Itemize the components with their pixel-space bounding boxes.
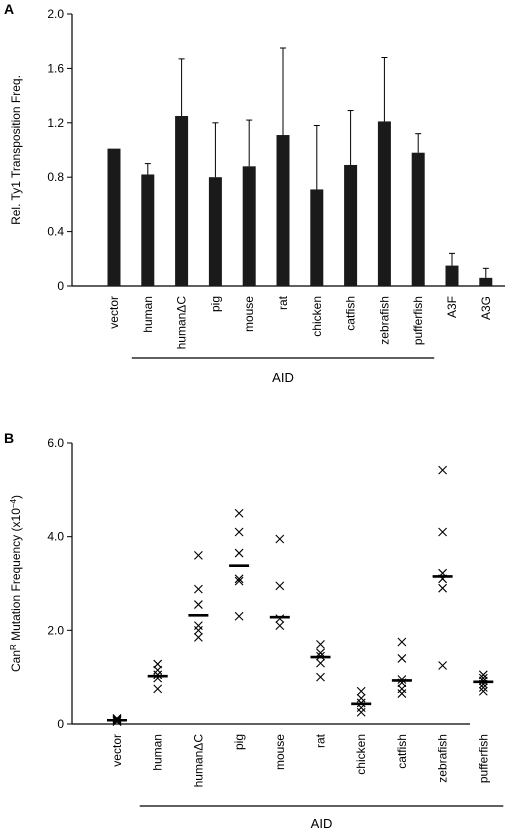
group-label: AID [311,816,333,831]
x-tick-label: A3F [445,296,459,318]
data-point-marker [438,527,447,537]
data-point-marker [234,508,244,518]
bar [107,148,121,286]
y-tick-label: 2.0 [47,7,64,21]
x-tick-label: A3G [479,296,493,320]
x-tick-label: humanΔC [175,296,189,350]
data-point-marker [356,707,366,717]
x-tick-label: pufferfish [411,296,425,345]
x-tick-label: catfish [344,296,358,331]
y-axis-label: CanR Mutation Frequency (x10−4) [9,495,24,672]
bar [344,164,358,286]
data-point-marker [356,693,366,703]
data-point-marker [438,661,447,670]
data-point-marker [438,583,447,593]
y-tick-label: 1.6 [47,61,64,75]
x-tick-label: humanΔC [191,734,205,788]
x-tick-label: chicken [310,296,324,337]
bar [242,166,256,286]
data-point-marker [397,654,407,663]
data-point-marker [316,658,325,668]
x-tick-label: mouse [273,734,287,770]
x-tick-label: catfish [395,734,409,769]
data-point-marker [194,632,203,642]
x-tick-label: pufferfish [476,734,490,783]
data-point-marker [275,614,285,624]
bar [175,116,189,286]
data-point-marker [194,625,203,635]
data-point-marker [194,621,203,631]
data-point-marker [194,551,203,560]
data-point-marker [316,672,325,682]
x-tick-label: chicken [354,734,368,775]
y-tick-label: 0 [57,717,64,731]
data-point-marker [194,584,203,594]
y-axis-label: Rel. Ty1 Transposition Freq. [9,75,23,225]
data-point-marker [316,648,325,658]
bar [208,177,222,286]
y-tick-label: 6.0 [47,436,64,450]
x-tick-label: zebrafish [377,296,391,345]
data-point-marker [478,670,488,680]
data-point-marker [275,581,285,591]
x-tick-label: rat [276,295,290,310]
bar [445,265,459,286]
x-tick-label: human [151,734,165,771]
y-axis-label-superscript: −4 [9,498,18,508]
y-axis-label-superscript: R [9,644,18,650]
y-axis-label-part: ) [9,495,23,499]
data-point-marker [316,639,325,649]
data-point-marker [397,689,407,698]
bar [310,189,324,286]
data-point-marker [234,611,244,621]
bar [276,135,290,286]
y-tick-label: 0.8 [47,170,64,184]
panel-b-scatter-chart: B 0 2.0 4.0 6.0 CanR Mutation Frequency (x10−… [4,430,504,831]
x-tick-label: vector [107,296,121,329]
bar [141,174,155,286]
data-point-marker [234,548,244,558]
data-point-marker [234,527,244,537]
y-tick-label: 2.0 [47,623,64,637]
y-tick-label: 4.0 [47,530,64,544]
data-point-marker [234,574,244,584]
x-tick-label: zebrafish [436,734,450,783]
x-tick-label: pig [232,734,246,750]
panel-a-bar-chart: A 0 0.4 0.8 1.2 1.6 2.0 Rel. Ty1 Transposition … [4,1,505,385]
x-tick-label: human [141,296,155,333]
data-point-marker [397,637,407,647]
y-axis-label-part: Can [9,650,23,672]
panel-a-label: A [4,1,14,17]
data-point-marker [356,686,366,696]
data-point-marker [478,683,488,692]
y-axis-label-part: Mutation Frequency (x10 [9,508,23,644]
x-tick-label: vector [110,734,124,767]
data-point-marker [438,465,447,475]
x-tick-label: rat [314,733,328,748]
data-point-marker [478,686,488,696]
data-point-marker [153,659,163,669]
data-point-marker [194,600,203,609]
data-point-marker [275,621,285,631]
group-label: AID [272,370,294,385]
y-tick-label: 0 [57,279,64,293]
y-tick-label: 1.2 [47,116,64,130]
x-tick-label: mouse [242,296,256,332]
bar [377,121,391,286]
y-tick-label: 0.4 [47,225,64,239]
bar [479,277,493,286]
x-tick-label: pig [208,296,222,312]
bar [411,152,425,286]
data-point-marker [153,684,163,694]
data-point-marker [275,534,285,544]
data-point-marker [234,576,244,586]
panel-b-label: B [4,430,14,446]
